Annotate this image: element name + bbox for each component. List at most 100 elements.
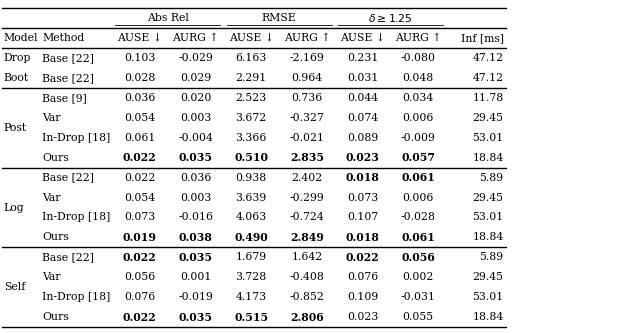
Text: Method: Method — [42, 33, 84, 43]
Text: -0.852: -0.852 — [289, 292, 324, 302]
Text: 0.029: 0.029 — [180, 73, 211, 83]
Text: 5.89: 5.89 — [479, 252, 504, 262]
Text: Model: Model — [4, 33, 38, 43]
Text: In-Drop [18]: In-Drop [18] — [42, 212, 111, 222]
Text: -0.080: -0.080 — [401, 53, 436, 63]
Text: -0.327: -0.327 — [289, 113, 324, 123]
Text: Inf [ms]: Inf [ms] — [461, 33, 504, 43]
Text: -2.169: -2.169 — [289, 53, 324, 63]
Text: 0.031: 0.031 — [347, 73, 378, 83]
Text: -0.299: -0.299 — [289, 192, 324, 202]
Text: 1.642: 1.642 — [291, 252, 323, 262]
Text: 0.054: 0.054 — [124, 113, 156, 123]
Text: 0.107: 0.107 — [347, 212, 378, 222]
Text: Ours: Ours — [42, 312, 69, 322]
Text: 2.849: 2.849 — [290, 232, 324, 243]
Text: 0.061: 0.061 — [401, 172, 435, 183]
Text: -0.029: -0.029 — [178, 53, 213, 63]
Text: 29.45: 29.45 — [473, 272, 504, 282]
Text: 4.063: 4.063 — [236, 212, 267, 222]
Text: 0.089: 0.089 — [347, 133, 378, 143]
Text: 0.044: 0.044 — [347, 93, 378, 103]
Text: -0.028: -0.028 — [401, 212, 436, 222]
Text: AUSE ↓: AUSE ↓ — [117, 33, 163, 43]
Text: 0.109: 0.109 — [347, 292, 378, 302]
Text: Ours: Ours — [42, 153, 69, 163]
Text: 1.679: 1.679 — [236, 252, 267, 262]
Text: -0.019: -0.019 — [178, 292, 213, 302]
Text: 53.01: 53.01 — [472, 133, 504, 143]
Text: 0.022: 0.022 — [123, 252, 157, 263]
Text: 0.038: 0.038 — [179, 232, 212, 243]
Text: Base [22]: Base [22] — [42, 73, 94, 83]
Text: 0.056: 0.056 — [124, 272, 156, 282]
Text: Self: Self — [4, 282, 25, 292]
Text: 0.022: 0.022 — [123, 312, 157, 323]
Text: 0.510: 0.510 — [234, 152, 268, 163]
Text: 2.402: 2.402 — [291, 172, 323, 182]
Text: 0.076: 0.076 — [124, 292, 156, 302]
Text: 0.035: 0.035 — [179, 312, 212, 323]
Text: AUSE ↓: AUSE ↓ — [228, 33, 274, 43]
Text: AURG ↑: AURG ↑ — [284, 33, 330, 43]
Text: 0.006: 0.006 — [403, 192, 434, 202]
Text: 0.036: 0.036 — [124, 93, 156, 103]
Text: Drop: Drop — [4, 53, 31, 63]
Text: 0.035: 0.035 — [179, 152, 212, 163]
Text: 0.003: 0.003 — [180, 113, 211, 123]
Text: 0.028: 0.028 — [124, 73, 156, 83]
Text: 3.728: 3.728 — [236, 272, 267, 282]
Text: 29.45: 29.45 — [473, 113, 504, 123]
Text: 0.231: 0.231 — [347, 53, 378, 63]
Text: 29.45: 29.45 — [473, 192, 504, 202]
Text: 0.736: 0.736 — [291, 93, 323, 103]
Text: Log: Log — [4, 202, 24, 212]
Text: Var: Var — [42, 192, 61, 202]
Text: 0.022: 0.022 — [346, 252, 380, 263]
Text: 0.074: 0.074 — [347, 113, 378, 123]
Text: -0.408: -0.408 — [289, 272, 324, 282]
Text: 0.020: 0.020 — [180, 93, 211, 103]
Text: 18.84: 18.84 — [472, 153, 504, 163]
Text: 0.018: 0.018 — [346, 172, 380, 183]
Text: 0.035: 0.035 — [179, 252, 212, 263]
Text: 0.018: 0.018 — [346, 232, 380, 243]
Text: 3.639: 3.639 — [236, 192, 267, 202]
Text: 0.019: 0.019 — [123, 232, 157, 243]
Text: 53.01: 53.01 — [472, 212, 504, 222]
Text: 0.061: 0.061 — [124, 133, 156, 143]
Text: 5.89: 5.89 — [479, 172, 504, 182]
Text: -0.724: -0.724 — [289, 212, 324, 222]
Text: 0.036: 0.036 — [180, 172, 211, 182]
Text: Var: Var — [42, 272, 61, 282]
Text: 0.034: 0.034 — [403, 93, 434, 103]
Text: 2.523: 2.523 — [236, 93, 267, 103]
Text: 0.022: 0.022 — [124, 172, 156, 182]
Text: 0.076: 0.076 — [347, 272, 378, 282]
Text: -0.031: -0.031 — [401, 292, 436, 302]
Text: 0.938: 0.938 — [236, 172, 267, 182]
Text: 47.12: 47.12 — [472, 53, 504, 63]
Text: Base [22]: Base [22] — [42, 252, 94, 262]
Text: 4.173: 4.173 — [236, 292, 267, 302]
Text: 0.001: 0.001 — [180, 272, 211, 282]
Text: 0.023: 0.023 — [346, 152, 380, 163]
Text: 0.057: 0.057 — [401, 152, 435, 163]
Text: Var: Var — [42, 113, 61, 123]
Text: Base [22]: Base [22] — [42, 172, 94, 182]
Text: 0.002: 0.002 — [403, 272, 434, 282]
Text: -0.016: -0.016 — [178, 212, 213, 222]
Text: 0.054: 0.054 — [124, 192, 156, 202]
Text: In-Drop [18]: In-Drop [18] — [42, 292, 111, 302]
Text: 0.055: 0.055 — [403, 312, 434, 322]
Text: 6.163: 6.163 — [236, 53, 267, 63]
Text: -0.021: -0.021 — [289, 133, 324, 143]
Text: Base [9]: Base [9] — [42, 93, 87, 103]
Text: 0.006: 0.006 — [403, 113, 434, 123]
Text: 3.366: 3.366 — [236, 133, 267, 143]
Text: 18.84: 18.84 — [472, 232, 504, 242]
Text: 0.073: 0.073 — [124, 212, 156, 222]
Text: 47.12: 47.12 — [472, 73, 504, 83]
Text: 0.490: 0.490 — [234, 232, 268, 243]
Text: 0.515: 0.515 — [234, 312, 268, 323]
